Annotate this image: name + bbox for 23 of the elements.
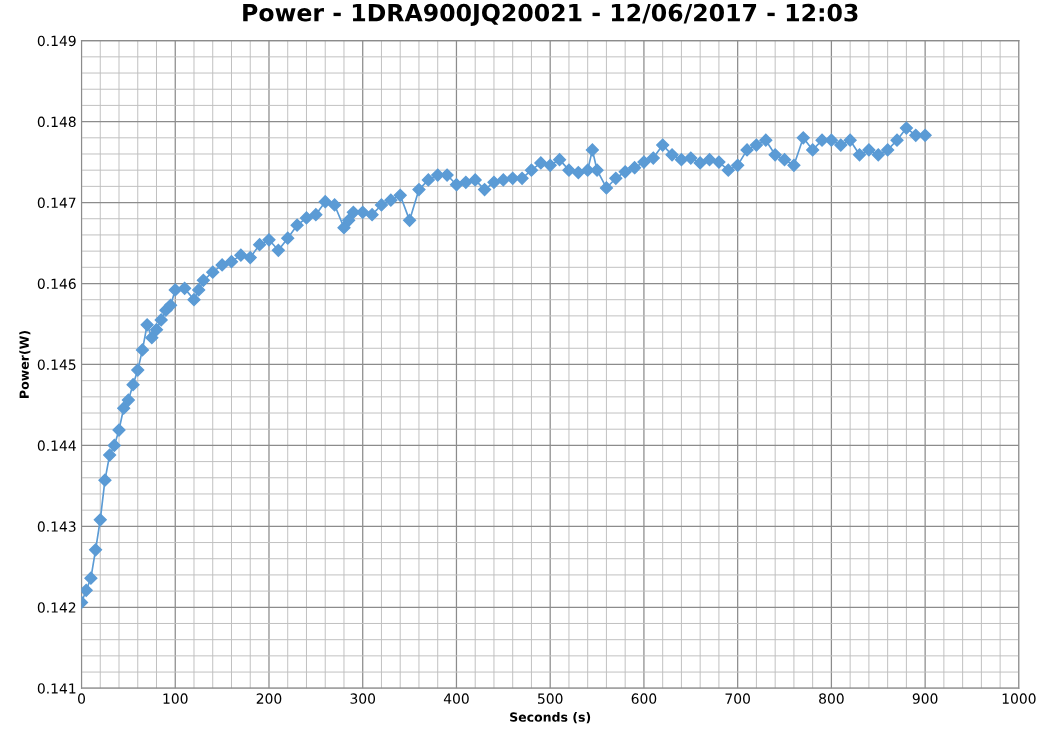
y-tick-label: 0.149 — [37, 35, 76, 47]
x-tick-label: 1000 — [1002, 693, 1036, 704]
x-tick-label: 900 — [912, 693, 938, 704]
y-tick-label: 0.148 — [37, 116, 76, 128]
x-axis-title: Seconds (s) — [510, 712, 591, 724]
y-tick-label: 0.147 — [37, 197, 76, 209]
y-tick-label: 0.143 — [37, 521, 76, 532]
x-tick-label: 500 — [538, 693, 563, 704]
x-tick-label: 100 — [163, 693, 188, 704]
x-tick-label: 600 — [631, 693, 657, 704]
chart-title: Power - 1DRA900JQ20021 - 12/06/2017 - 12:03 — [243, 3, 858, 26]
y-axis-title: Power(W) — [19, 330, 31, 398]
y-tick-label: 0.142 — [37, 602, 76, 613]
x-tick-label: 300 — [350, 693, 376, 704]
x-tick-label: 800 — [819, 693, 844, 704]
y-tick-label: 0.145 — [37, 359, 76, 370]
y-tick-label: 0.144 — [37, 440, 76, 451]
y-tick-label: 0.141 — [37, 683, 76, 694]
y-tick-label: 0.146 — [37, 278, 76, 289]
x-tick-label: 0 — [78, 693, 86, 704]
x-tick-label: 400 — [443, 693, 469, 704]
x-tick-label: 700 — [725, 693, 750, 704]
x-tick-label: 200 — [256, 693, 282, 704]
